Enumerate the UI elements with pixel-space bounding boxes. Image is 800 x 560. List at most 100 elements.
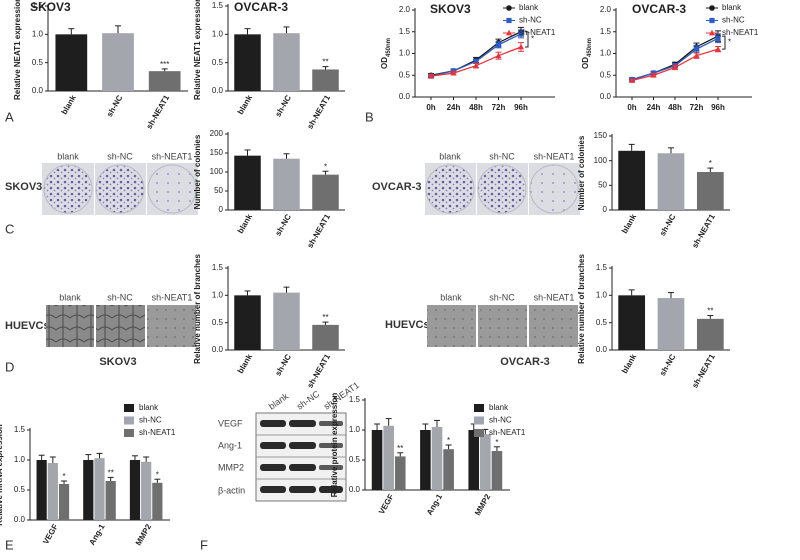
y-tick-label: 1.5	[600, 27, 612, 36]
y-axis-label: OD450nm	[581, 38, 592, 69]
y-axis-label: Relative NEAT1 expression	[13, 0, 22, 100]
bar	[312, 324, 339, 350]
y-axis-label: Relative number of branches	[577, 254, 586, 364]
x-tick-label: blank	[620, 212, 639, 235]
marker	[506, 17, 512, 24]
column-label: sh-NC	[107, 151, 133, 161]
marker	[428, 72, 434, 79]
legend-label: sh-NC	[519, 16, 542, 25]
y-tick-label: 2.0	[600, 5, 612, 14]
y-tick-label: 0.0	[212, 345, 224, 354]
marker	[629, 77, 635, 83]
y-tick-label: 1.5	[32, 1, 44, 10]
y-tick-label: 50	[598, 180, 607, 189]
bar	[696, 318, 724, 350]
y-tick-label: 1.5	[399, 27, 411, 36]
chart: 0.0 0.5 1.0 1.5 Relative NEAT1 expression OVC…	[193, 0, 345, 131]
y-axis-label-main: Relative number of branches	[577, 254, 586, 364]
x-tick-label: 0h	[426, 103, 435, 112]
plate	[147, 164, 197, 214]
significance-label: **	[707, 307, 713, 316]
significance-label: *	[495, 438, 498, 447]
x-tick-label: 72h	[690, 103, 704, 112]
legend-label: sh-NEAT1	[722, 28, 759, 37]
chart-title: SKOV3	[30, 0, 71, 14]
panel-letters: A B C D E F	[5, 109, 374, 552]
significance-bracket	[722, 35, 726, 50]
bar	[55, 34, 88, 91]
y-tick-label: 0.5	[596, 318, 608, 327]
column-label: sh-NEAT1	[534, 292, 575, 302]
y-tick-label: 0.5	[600, 70, 612, 79]
marker	[473, 62, 479, 69]
bar	[420, 430, 431, 490]
y-tick-label: 1.0	[349, 425, 361, 434]
chart: 0.0 0.5 1.0 1.5 Relative mRNA expression VEGF…	[0, 403, 176, 547]
y-tick-label: 0.5	[349, 455, 361, 464]
y-axis-label-main: Relative protein expression	[330, 393, 339, 498]
tube-image	[96, 305, 145, 347]
y-axis-label-main: Relative number of branches	[193, 254, 202, 364]
bar	[152, 482, 163, 520]
x-tick-label: VEGF	[377, 492, 396, 515]
legend-label: sh-NC	[489, 416, 512, 425]
column-label: sh-NC	[295, 388, 322, 411]
bar	[468, 430, 480, 490]
marker	[672, 64, 678, 70]
legend-label: blank	[139, 403, 159, 412]
x-tick-label: sh-NEAT1	[305, 352, 332, 390]
y-tick-label: 1.5	[212, 263, 224, 272]
tube-images: HUEVCs blank sh-NC sh-NEAT1 SKOV3 HUEVCs…	[5, 292, 578, 368]
y-tick-label: 0	[603, 205, 608, 214]
bar	[394, 456, 406, 490]
colony-images: SKOV3 blank sh-NC sh-NEAT1 OVCAR-3 blank…	[5, 151, 580, 215]
legend-swatch	[124, 429, 134, 437]
legend-label: sh-NC	[722, 16, 745, 25]
legend-label: blank	[489, 403, 509, 412]
bar	[480, 434, 491, 490]
marker	[518, 43, 524, 50]
significance-label: **	[397, 444, 403, 453]
x-tick-label: Ang-1	[87, 522, 106, 547]
y-tick-label: 0.5	[212, 58, 224, 67]
y-axis-label-subscript: 450nm	[587, 38, 593, 57]
x-tick-label: 96h	[711, 103, 725, 112]
western-blot: blank sh-NC sh-NEAT1 VEGF Ang-1 MMP2 β-a…	[218, 380, 361, 502]
x-tick-label: Ang-1	[425, 492, 444, 517]
legend-label: sh-NEAT1	[139, 428, 176, 437]
row-label: SKOV3	[5, 181, 42, 193]
y-tick-label: 1.5	[212, 1, 224, 10]
column-label: sh-NC	[107, 292, 133, 302]
marker	[709, 29, 715, 36]
chart-title: OVCAR-3	[632, 2, 686, 16]
bar	[657, 298, 685, 350]
bar	[47, 463, 58, 520]
y-axis-label: Number of colonies	[193, 134, 202, 209]
x-tick-label: 96h	[514, 103, 528, 112]
y-tick-label: 1.5	[14, 425, 26, 434]
y-tick-label: 100	[594, 156, 608, 165]
y-tick-label: 1.0	[212, 290, 224, 299]
bar	[102, 33, 134, 91]
y-tick-label: 0.0	[349, 485, 361, 494]
significance-label: *	[324, 162, 327, 171]
y-tick-label: 1.0	[212, 29, 224, 38]
x-tick-label: sh-NC	[273, 352, 293, 377]
x-tick-label: 48h	[469, 103, 483, 112]
row-label: OVCAR-3	[372, 181, 422, 193]
series-line	[631, 37, 719, 81]
y-tick-label: 1.0	[32, 29, 44, 38]
blot-bands	[260, 420, 343, 493]
y-tick-label: 150	[210, 148, 224, 157]
chart-title: OVCAR-3	[234, 0, 288, 14]
x-tick-label: sh-NC	[105, 93, 125, 118]
plate	[425, 164, 475, 214]
tube-image	[46, 305, 94, 347]
legend-label: sh-NC	[139, 416, 162, 425]
bar	[234, 295, 261, 350]
bar	[234, 34, 261, 91]
marker	[450, 69, 457, 76]
significance-label: *	[62, 472, 65, 481]
y-axis-label-main: Number of colonies	[577, 135, 586, 210]
y-axis-label: Relative number of branches	[193, 254, 202, 364]
